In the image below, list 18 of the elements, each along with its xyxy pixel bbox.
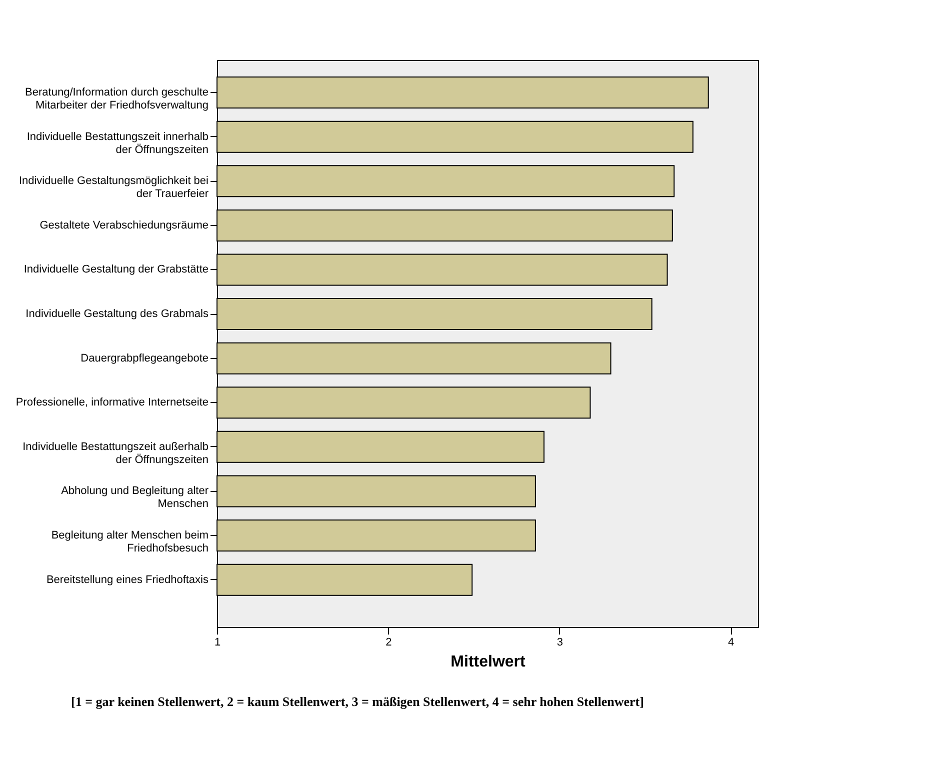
y-tick-label: Individuelle Gestaltung des Grabmals — [26, 308, 209, 320]
y-tick-label: Beratung/Information durch geschulte Mitarbeiter der Friedhofsverwaltung — [25, 86, 208, 112]
y-tick-label: Individuelle Gestaltungsmöglichkeit bei der Trauerfeier — [18, 175, 209, 200]
x-tick-label: 1 — [214, 636, 221, 648]
y-tick-label: Dauergrabpflegeangebote — [80, 352, 208, 364]
y-tick-label: Bereitstellung eines Friedhoftaxis — [46, 574, 209, 586]
y-tick-label: Individuelle Gestaltung der Grabstätte — [24, 264, 208, 276]
x-tick-label: 2 — [386, 636, 392, 648]
y-tick-label: Abholung und Begleitung alter Menschen — [61, 485, 209, 510]
y-tick-label: Professionelle, informative Internetseite — [16, 396, 208, 409]
x-tick-label: 4 — [728, 636, 734, 648]
y-tick-label: Begleitung alter Menschen beim Friedhofsbesuch — [51, 530, 208, 555]
y-tick-label: Gestaltete Verabschiedungsräume — [40, 219, 208, 232]
x-tick-label: 3 — [556, 636, 563, 648]
y-tick-label: Individuelle Bestattungszeit außerhalb der Öffnungszeiten — [22, 440, 208, 466]
text: [1 = gar keinen Stellenwert, 2 = kaum Stellenwert, 3 = mäßigen Stellenwert, 4 = sehr hohen Stellenwert] — [71, 694, 644, 709]
x-axis-title: Mittelwert — [450, 654, 526, 670]
y-tick-label: Individuelle Bestattungszeit innerhalb der Öffnungszeiten — [26, 130, 208, 156]
